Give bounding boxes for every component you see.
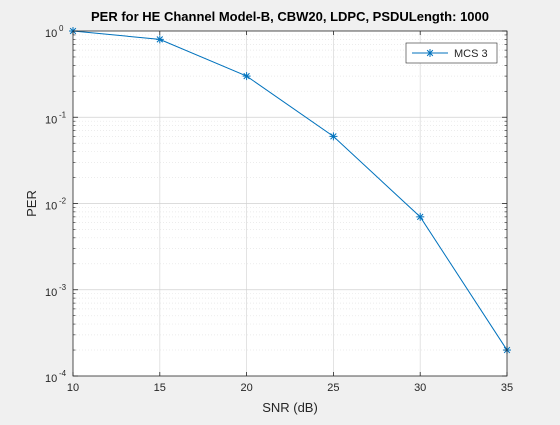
marker-stroke — [156, 36, 164, 43]
y-tick-exponent: -3 — [59, 283, 67, 292]
y-tick-exponent: -4 — [59, 369, 67, 378]
data-point — [242, 72, 251, 81]
y-axis-label: PER — [24, 190, 39, 217]
x-tick-label: 15 — [154, 382, 166, 394]
marker-stroke — [416, 213, 424, 221]
legend-asterisk — [426, 49, 434, 57]
y-tick-label: 10 -3 — [45, 283, 67, 299]
y-tick-exponent: 0 — [59, 24, 64, 33]
legend: MCS 3 — [405, 42, 498, 64]
x-tick-label: 10 — [67, 382, 79, 394]
series-line-mcs-3 — [72, 30, 508, 351]
legend-box — [405, 42, 498, 64]
y-tick-label: 10 -1 — [45, 110, 67, 126]
marker-stroke — [330, 133, 337, 140]
y-tick-label: 10 -2 — [45, 197, 67, 213]
x-tick-label: 30 — [414, 382, 426, 394]
y-tick-base: 10 — [45, 114, 57, 126]
x-tick-label: 20 — [240, 382, 252, 394]
y-tick-base: 10 — [45, 28, 57, 40]
marker-stroke — [426, 49, 434, 57]
data-point — [416, 212, 425, 221]
y-tick-base: 10 — [45, 373, 57, 385]
data-point — [155, 35, 164, 44]
series-layer — [69, 27, 511, 355]
y-tick-label: 10 -4 — [45, 369, 67, 385]
y-tick-base: 10 — [45, 201, 57, 213]
y-tick-base: 10 — [45, 287, 57, 299]
x-tick-label: 35 — [501, 382, 513, 394]
legend-label: MCS 3 — [454, 48, 488, 60]
data-point — [329, 132, 338, 141]
x-axis-label: SNR (dB) — [262, 400, 318, 415]
y-tick-exponent: -2 — [59, 197, 67, 206]
marker-stroke — [243, 72, 250, 80]
legend-marker — [426, 49, 434, 57]
y-tick-exponent: -1 — [59, 110, 67, 119]
chart-title: PER for HE Channel Model-B, CBW20, LDPC,… — [91, 9, 489, 24]
grid — [73, 31, 507, 376]
x-tick-label: 25 — [327, 382, 339, 394]
y-tick-label: 10 0 — [45, 24, 64, 40]
